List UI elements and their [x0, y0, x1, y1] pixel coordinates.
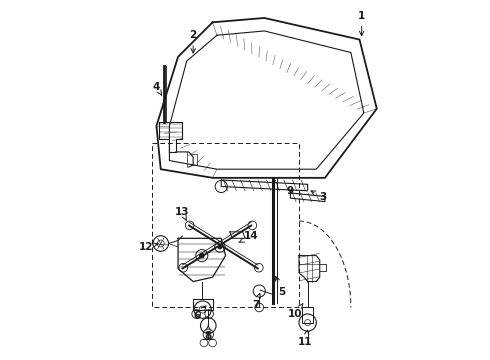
Text: 7: 7 [252, 293, 261, 310]
Text: 5: 5 [275, 276, 285, 297]
Circle shape [199, 253, 204, 258]
Text: 9: 9 [287, 186, 294, 196]
Text: 8: 8 [205, 325, 212, 341]
Circle shape [218, 245, 221, 249]
Text: 3: 3 [311, 191, 326, 202]
Text: 12: 12 [138, 242, 158, 252]
Circle shape [157, 240, 164, 247]
Text: 1: 1 [358, 11, 365, 36]
Text: 11: 11 [298, 330, 313, 347]
Text: 14: 14 [239, 231, 259, 243]
Text: 13: 13 [175, 207, 190, 220]
Text: 6: 6 [194, 306, 206, 321]
Text: 2: 2 [190, 30, 197, 53]
Text: 10: 10 [288, 304, 303, 319]
Text: 4: 4 [153, 82, 162, 95]
